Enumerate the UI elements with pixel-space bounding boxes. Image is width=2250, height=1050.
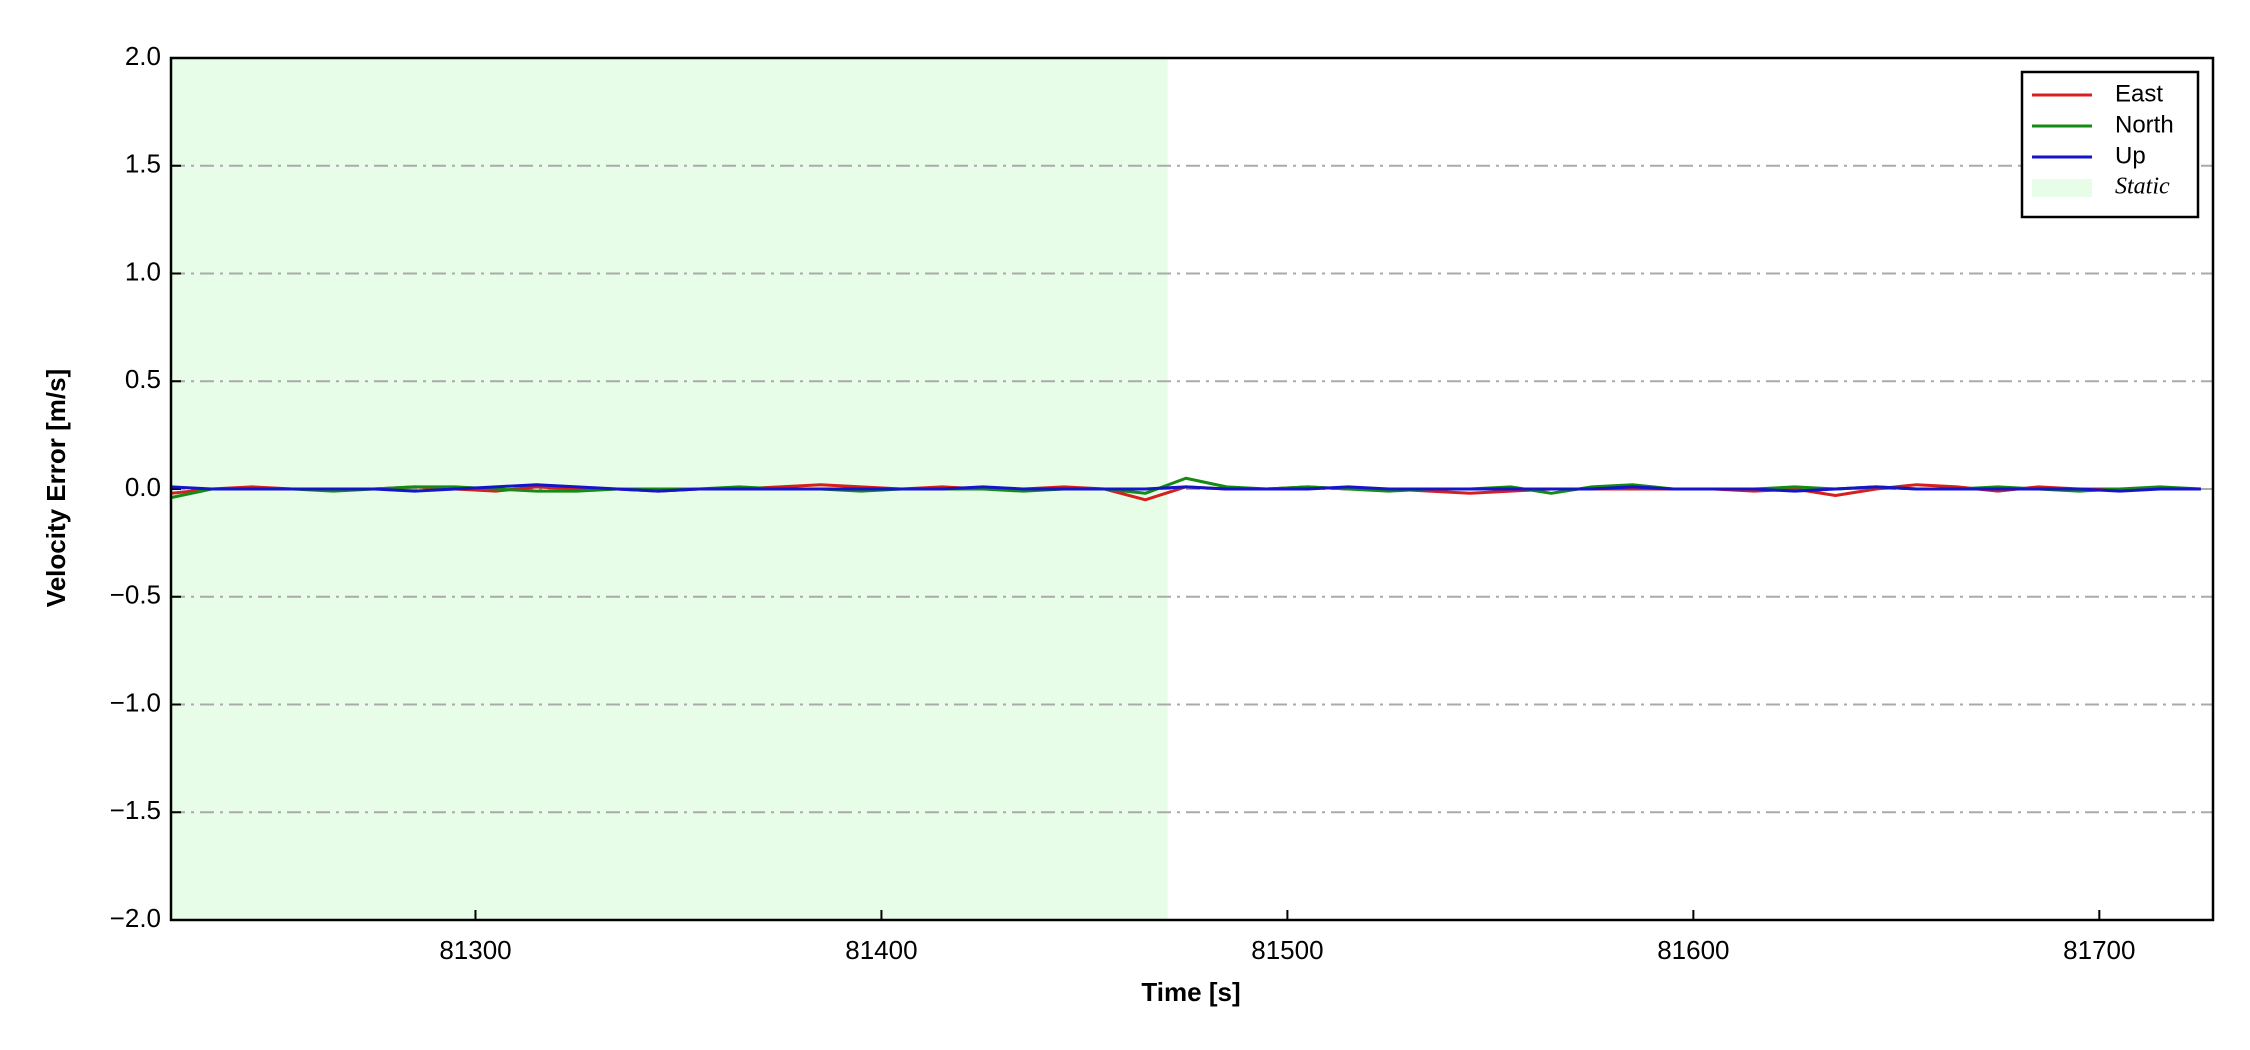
x-tick-label: 81500 bbox=[1251, 935, 1323, 965]
x-tick-label: 81300 bbox=[439, 935, 511, 965]
legend-label: Static bbox=[2115, 174, 2170, 200]
x-tick-label: 81600 bbox=[1657, 935, 1729, 965]
x-axis-label: Time [s] bbox=[1141, 977, 1240, 1007]
series-line bbox=[170, 483, 2201, 493]
x-tick-label: 81700 bbox=[2063, 935, 2135, 965]
y-tick-label: 0.5 bbox=[125, 364, 161, 394]
y-tick-label: −0.5 bbox=[110, 580, 161, 610]
y-tick-label: 1.5 bbox=[125, 149, 161, 179]
legend-label: Up bbox=[2115, 142, 2146, 169]
legend-label: North bbox=[2115, 111, 2174, 138]
legend-label: East bbox=[2115, 80, 2163, 107]
y-tick-label: 1.0 bbox=[125, 256, 161, 286]
y-tick-label: 2.0 bbox=[125, 41, 161, 71]
plot-frame bbox=[169, 56, 2215, 922]
y-tick-label: −1.5 bbox=[110, 795, 161, 825]
y-tick-label: −2.0 bbox=[110, 903, 161, 933]
y-axis-label: Velocity Error [m/s] bbox=[41, 369, 71, 607]
x-tick-label: 81400 bbox=[845, 935, 917, 965]
y-tick-label: 0.0 bbox=[125, 472, 161, 502]
y-tick-label: −1.0 bbox=[110, 687, 161, 717]
legend-swatch bbox=[2032, 179, 2092, 197]
